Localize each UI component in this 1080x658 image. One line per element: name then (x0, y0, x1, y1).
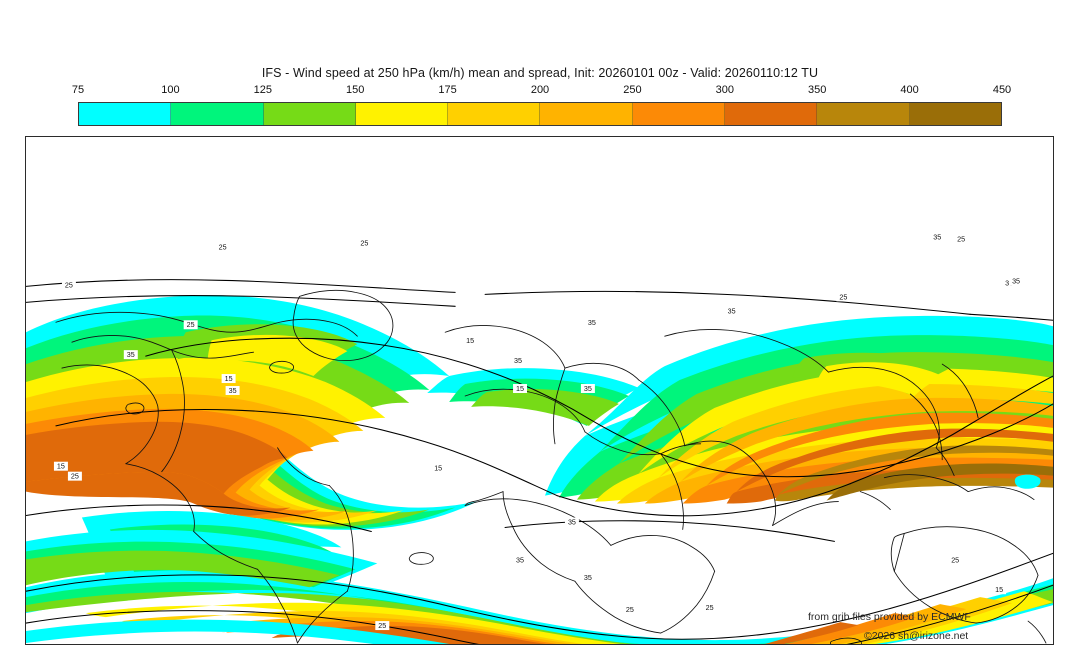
svg-text:25: 25 (187, 321, 195, 329)
svg-text:25: 25 (957, 236, 965, 244)
colorbar-tick-450: 450 (992, 84, 1012, 96)
svg-text:35: 35 (933, 234, 941, 242)
svg-text:35: 35 (568, 518, 576, 526)
coastlines (55, 289, 1047, 644)
svg-text:35: 35 (514, 357, 522, 365)
wind-speed-filled-contours (26, 295, 1053, 644)
colorbar-tick-labels: 75 100 125 150 175 200 250 300 350 400 450 (72, 84, 1011, 100)
spread-contours (26, 279, 1053, 644)
colorbar-band-10 (909, 103, 1001, 125)
svg-text:25: 25 (626, 606, 634, 614)
page-title: IFS - Wind speed at 250 hPa (km/h) mean … (261, 66, 819, 80)
map-canvas: 25 35 25 15 35 35 35 15 25 25 35 35 35 3… (26, 232, 1053, 644)
colorbar-tick-300: 300 (715, 84, 734, 96)
colorbar: 75 100 125 150 175 200 250 300 350 400 450 (72, 84, 1011, 126)
colorbar-tick-200: 200 (530, 84, 550, 96)
svg-text:35: 35 (584, 574, 592, 582)
svg-text:35: 35 (1012, 277, 1020, 285)
svg-text:25: 25 (378, 622, 386, 630)
colorbar-tick-175: 175 (438, 84, 457, 96)
svg-text:35: 35 (588, 319, 596, 327)
colorbar-tick-250: 250 (623, 84, 642, 96)
data-source-credit: from grib files provided by ECMWF (808, 611, 971, 623)
svg-text:15: 15 (516, 385, 524, 393)
colorbar-bands (78, 102, 1002, 126)
svg-text:35: 35 (728, 307, 736, 315)
colorbar-tick-125: 125 (253, 84, 272, 96)
colorbar-band-6 (540, 103, 633, 125)
svg-text:25: 25 (219, 244, 227, 252)
svg-text:25: 25 (65, 281, 73, 289)
svg-text:25: 25 (839, 293, 847, 301)
colorbar-band-7 (632, 103, 726, 125)
svg-text:25: 25 (951, 556, 959, 564)
svg-text:15: 15 (995, 586, 1003, 594)
svg-text:35: 35 (229, 387, 237, 395)
contour-labels: 25 35 25 15 35 35 35 15 25 25 35 35 35 3… (53, 232, 1024, 630)
colorbar-band-9 (817, 103, 910, 125)
colorbar-band-2 (171, 103, 264, 125)
svg-text:25: 25 (71, 473, 79, 481)
svg-text:35: 35 (127, 351, 135, 359)
svg-text:25: 25 (706, 604, 714, 612)
colorbar-band-3 (263, 103, 356, 125)
colorbar-band-5 (448, 103, 541, 125)
colorbar-band-1 (79, 103, 172, 125)
svg-text:15: 15 (57, 463, 65, 471)
copyright-credit: ©2026 sh@irizone.net (864, 630, 969, 642)
svg-text:15: 15 (466, 337, 474, 345)
colorbar-band-8 (725, 103, 818, 125)
svg-text:35: 35 (516, 556, 524, 564)
colorbar-tick-350: 350 (808, 84, 827, 96)
colorbar-tick-100: 100 (161, 84, 180, 96)
svg-text:25: 25 (360, 240, 368, 248)
map-panel[interactable]: 25 35 25 15 35 35 35 15 25 25 35 35 35 3… (25, 136, 1054, 645)
colorbar-band-4 (355, 103, 449, 125)
colorbar-tick-150: 150 (346, 84, 365, 96)
svg-text:15: 15 (225, 375, 233, 383)
svg-text:15: 15 (434, 465, 442, 473)
colorbar-tick-400: 400 (900, 84, 919, 96)
svg-text:35: 35 (584, 385, 592, 393)
colorbar-tick-75: 75 (71, 84, 85, 96)
